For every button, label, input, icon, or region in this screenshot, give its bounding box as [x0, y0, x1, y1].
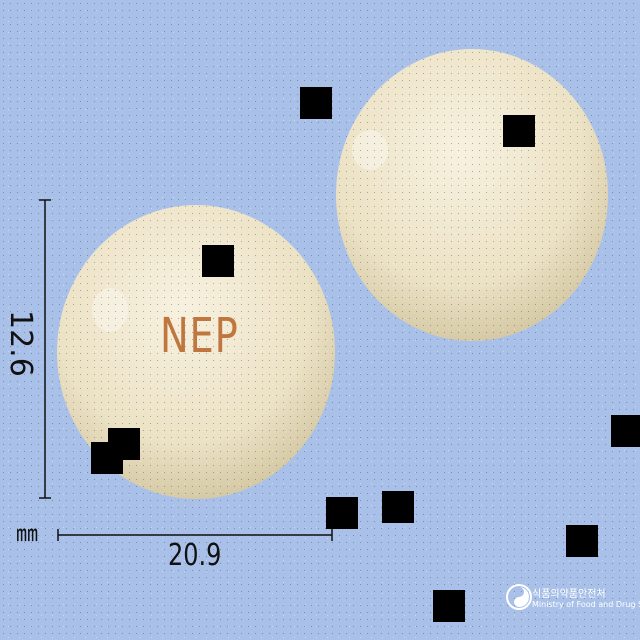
occlusion-block [503, 115, 535, 147]
occlusion-block [202, 245, 234, 277]
occlusion-block [382, 491, 414, 523]
occlusion-block [611, 415, 640, 447]
occlusion-block [300, 87, 332, 119]
pill-back-highlight [352, 130, 388, 170]
width-dimension-label: 20.9 [168, 538, 222, 573]
occlusion-block [91, 442, 123, 474]
pill-back [336, 49, 608, 341]
watermark-english: Ministry of Food and Drug Safety [532, 600, 640, 609]
pill-imprint: NEP [160, 308, 239, 364]
height-dimension-label: 12.6 [3, 310, 38, 377]
ministry-logo-icon [506, 584, 532, 610]
occlusion-block [326, 497, 358, 529]
occlusion-block [566, 525, 598, 557]
occlusion-block [433, 590, 465, 622]
watermark-korean: 식품의약품안전처 [532, 589, 606, 600]
unit-label: ㎜ [16, 522, 39, 547]
pill-front-highlight [92, 288, 128, 332]
pill-front [57, 205, 335, 499]
